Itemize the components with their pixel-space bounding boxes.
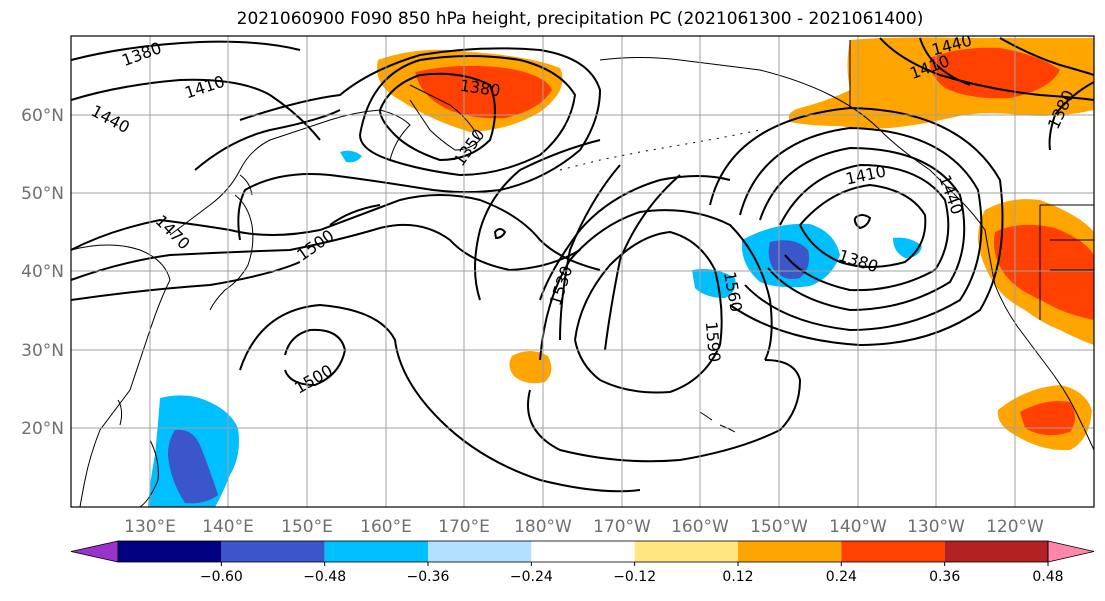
- colorbar-segment: [118, 541, 222, 562]
- lon-label: 130°E: [124, 517, 176, 537]
- colorbar-label: −0.60: [200, 569, 243, 585]
- colorbar-label: −0.24: [510, 569, 553, 585]
- map-title: 2021060900 F090 850 hPa height, precipit…: [236, 9, 924, 29]
- coastlines: [71, 40, 1094, 507]
- lon-label: 150°W: [750, 517, 808, 537]
- lon-label: 140°W: [829, 517, 887, 537]
- colorbar-segment: [841, 541, 945, 562]
- lat-label: 40°N: [21, 262, 64, 282]
- colorbar-label: 0.48: [1032, 569, 1063, 585]
- colorbar-outline: [117, 540, 1049, 563]
- lon-label: 170°E: [438, 517, 490, 537]
- lon-label: 120°W: [986, 517, 1044, 537]
- colorbar-label: −0.12: [613, 569, 656, 585]
- lat-label: 20°N: [21, 419, 64, 439]
- longitude-labels: 130°E 140°E 150°E 160°E 170°E 180°W 170°W 160°W…: [124, 517, 1044, 537]
- colorbar-segment: [428, 541, 532, 562]
- colorbar-segment: [324, 541, 428, 562]
- colorbar-extend-high: [1047, 540, 1095, 563]
- map-frame: [70, 35, 1095, 508]
- lon-label: 160°W: [671, 517, 729, 537]
- lon-label: 170°W: [593, 517, 651, 537]
- lon-label: 130°W: [907, 517, 965, 537]
- lon-label: 160°E: [360, 517, 412, 537]
- contour-label: 1590: [702, 321, 724, 363]
- lon-label: 180°W: [514, 517, 572, 537]
- colorbar-segment: [531, 541, 635, 562]
- colorbar-segment: [944, 541, 1048, 562]
- colorbar-extend-low: [70, 540, 119, 563]
- lat-label: 30°N: [21, 341, 64, 361]
- colorbar-label: −0.48: [303, 569, 346, 585]
- height-contours: [71, 37, 1094, 493]
- colorbar-segment: [221, 541, 325, 562]
- latitude-labels: 60°N 50°N 40°N 30°N 20°N: [21, 106, 64, 439]
- colorbar-label: 0.36: [929, 569, 960, 585]
- colorbar-label: 0.12: [722, 569, 753, 585]
- lat-label: 50°N: [21, 184, 64, 204]
- colorbar-label: 0.24: [826, 569, 857, 585]
- precipitation-shading: [148, 37, 1094, 507]
- colorbar-segment: [634, 541, 738, 562]
- colorbar: −0.60 −0.48 −0.36 −0.24 −0.12 0.12 0.24 0.36 0.4…: [70, 540, 1095, 585]
- lat-label: 60°N: [21, 106, 64, 126]
- lon-label: 140°E: [202, 517, 254, 537]
- colorbar-segment: [738, 541, 842, 562]
- graticule: [71, 36, 1094, 507]
- colorbar-label: −0.36: [407, 569, 450, 585]
- lon-label: 150°E: [281, 517, 333, 537]
